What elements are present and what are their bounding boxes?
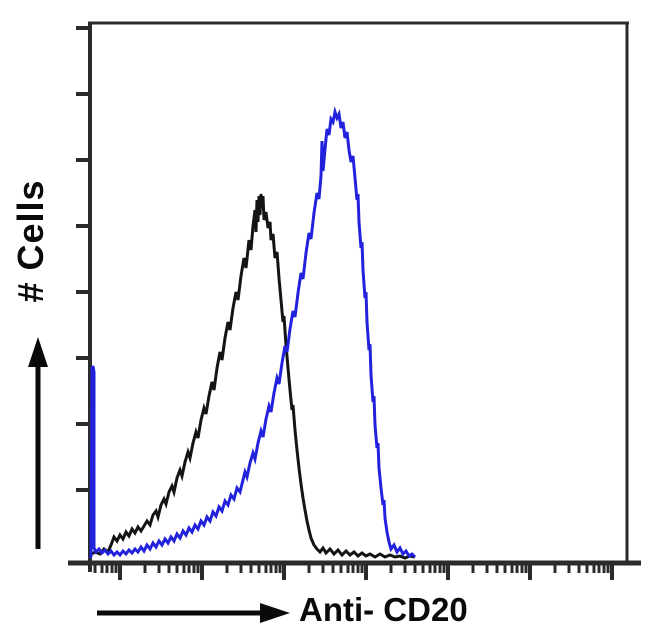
blue-curve	[88, 106, 417, 559]
black-curve	[89, 193, 416, 560]
y-axis-arrow-icon	[28, 337, 48, 549]
x-axis-arrow-icon	[97, 603, 290, 623]
x-axis-label: Anti- CD20	[299, 591, 468, 628]
histogram-curves	[88, 106, 417, 560]
y-axis-label: # Cells	[10, 179, 51, 303]
y-axis-ticks	[76, 26, 90, 492]
x-axis-ticks	[93, 563, 614, 580]
